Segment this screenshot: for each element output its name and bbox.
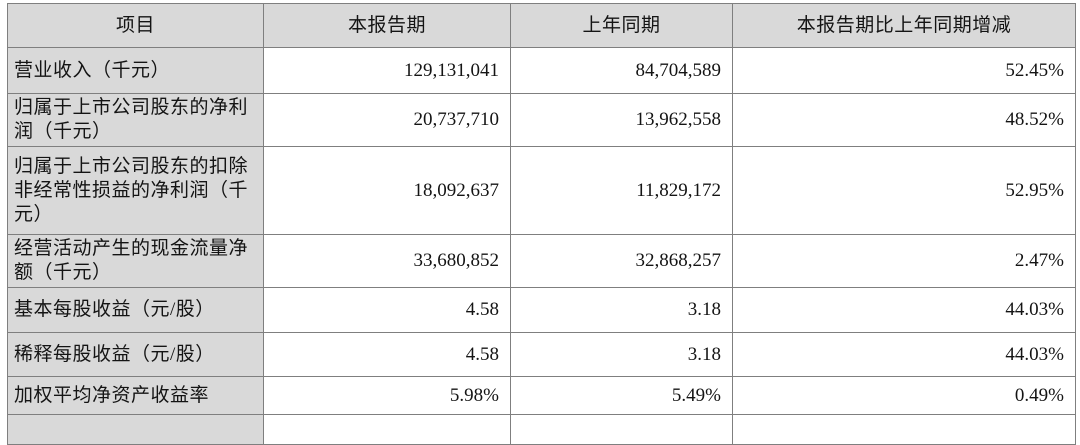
cell-change-value: 44.03%: [732, 287, 1076, 333]
cell-prior-value: 13,962,558: [510, 93, 733, 147]
cell-current-value: [263, 414, 511, 445]
cell-current-value: 4.58: [263, 287, 511, 333]
column-header-item: 项目: [7, 3, 264, 48]
financial-summary-table: 项目 本报告期 上年同期 本报告期比上年同期增减 营业收入（千元） 129,13…: [7, 3, 1076, 445]
cell-change-value: 0.49%: [732, 376, 1076, 415]
column-header-change: 本报告期比上年同期增减: [732, 3, 1076, 48]
cell-item-name: 归属于上市公司股东的净利润（千元）: [7, 93, 264, 147]
cell-item-name: 稀释每股收益（元/股）: [7, 332, 264, 377]
cell-item-name: 营业收入（千元）: [7, 47, 264, 94]
cell-prior-value: 5.49%: [510, 376, 733, 415]
cell-change-value: 48.52%: [732, 93, 1076, 147]
table-row-operating-cash-flow: 经营活动产生的现金流量净额（千元） 33,680,852 32,868,257 …: [7, 234, 1076, 288]
table-header-row: 项目 本报告期 上年同期 本报告期比上年同期增减: [7, 3, 1076, 48]
cell-prior-value: 32,868,257: [510, 234, 733, 288]
cell-item-name: 基本每股收益（元/股）: [7, 287, 264, 333]
cell-change-value: 52.95%: [732, 146, 1076, 235]
column-header-current-period: 本报告期: [263, 3, 511, 48]
column-header-prior-period: 上年同期: [510, 3, 733, 48]
cell-current-value: 20,737,710: [263, 93, 511, 147]
cell-current-value: 33,680,852: [263, 234, 511, 288]
cell-item-name: [7, 414, 264, 445]
cell-change-value: 44.03%: [732, 332, 1076, 377]
table-row-revenue: 营业收入（千元） 129,131,041 84,704,589 52.45%: [7, 47, 1076, 94]
table-row-basic-eps: 基本每股收益（元/股） 4.58 3.18 44.03%: [7, 287, 1076, 333]
table-row-weighted-avg-roe: 加权平均净资产收益率 5.98% 5.49% 0.49%: [7, 376, 1076, 415]
cell-prior-value: [510, 414, 733, 445]
cell-prior-value: 84,704,589: [510, 47, 733, 94]
table-row-net-profit: 归属于上市公司股东的净利润（千元） 20,737,710 13,962,558 …: [7, 93, 1076, 147]
cell-change-value: [732, 414, 1076, 445]
cell-prior-value: 3.18: [510, 287, 733, 333]
cell-item-name: 加权平均净资产收益率: [7, 376, 264, 415]
cell-current-value: 129,131,041: [263, 47, 511, 94]
cell-change-value: 52.45%: [732, 47, 1076, 94]
cell-change-value: 2.47%: [732, 234, 1076, 288]
table-row-diluted-eps: 稀释每股收益（元/股） 4.58 3.18 44.03%: [7, 332, 1076, 377]
cell-item-name: 经营活动产生的现金流量净额（千元）: [7, 234, 264, 288]
table-row-partial-clipped: [7, 414, 1076, 445]
cell-prior-value: 3.18: [510, 332, 733, 377]
cell-prior-value: 11,829,172: [510, 146, 733, 235]
cell-item-name: 归属于上市公司股东的扣除非经常性损益的净利润（千元）: [7, 146, 264, 235]
cell-current-value: 4.58: [263, 332, 511, 377]
cell-current-value: 18,092,637: [263, 146, 511, 235]
table-row-net-profit-excl-nonrecurring: 归属于上市公司股东的扣除非经常性损益的净利润（千元） 18,092,637 11…: [7, 146, 1076, 235]
cell-current-value: 5.98%: [263, 376, 511, 415]
